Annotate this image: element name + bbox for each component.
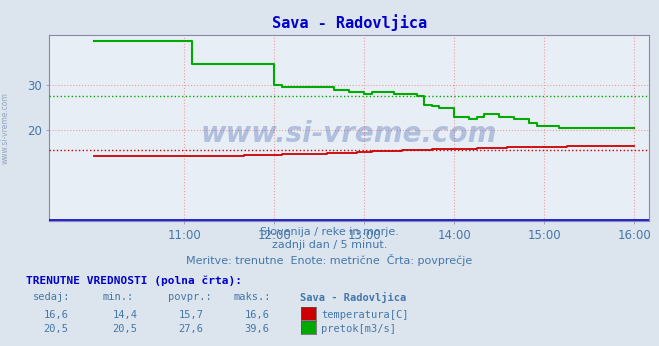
Text: povpr.:: povpr.: <box>168 292 212 302</box>
Title: Sava - Radovljica: Sava - Radovljica <box>272 14 427 31</box>
Text: 15,7: 15,7 <box>179 310 204 320</box>
Text: sedaj:: sedaj: <box>33 292 71 302</box>
Text: www.si-vreme.com: www.si-vreme.com <box>1 92 10 164</box>
Text: zadnji dan / 5 minut.: zadnji dan / 5 minut. <box>272 240 387 251</box>
Text: Meritve: trenutne  Enote: metrične  Črta: povprečje: Meritve: trenutne Enote: metrične Črta: … <box>186 254 473 266</box>
Text: www.si-vreme.com: www.si-vreme.com <box>201 120 498 148</box>
Text: 16,6: 16,6 <box>43 310 69 320</box>
Text: Sava - Radovljica: Sava - Radovljica <box>300 292 406 303</box>
Text: Slovenija / reke in morje.: Slovenija / reke in morje. <box>260 227 399 237</box>
Text: maks.:: maks.: <box>234 292 272 302</box>
Text: pretok[m3/s]: pretok[m3/s] <box>321 324 396 334</box>
Text: 20,5: 20,5 <box>43 324 69 334</box>
Text: 16,6: 16,6 <box>244 310 270 320</box>
Text: 20,5: 20,5 <box>113 324 138 334</box>
Text: 27,6: 27,6 <box>179 324 204 334</box>
Text: 39,6: 39,6 <box>244 324 270 334</box>
Text: temperatura[C]: temperatura[C] <box>321 310 409 320</box>
Text: min.:: min.: <box>102 292 133 302</box>
Text: TRENUTNE VREDNOSTI (polna črta):: TRENUTNE VREDNOSTI (polna črta): <box>26 275 243 285</box>
Text: 14,4: 14,4 <box>113 310 138 320</box>
